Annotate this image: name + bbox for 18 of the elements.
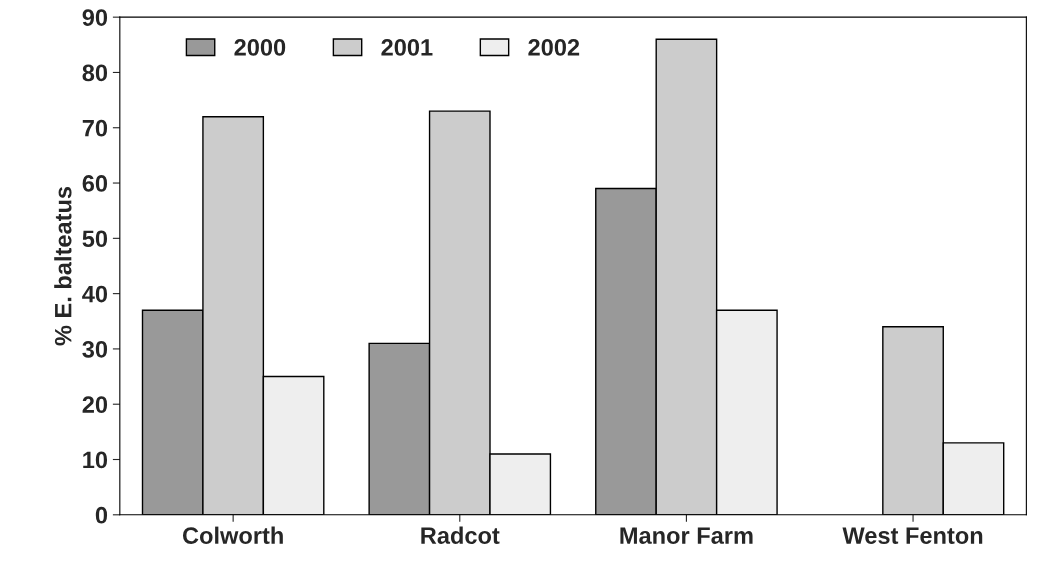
y-tick-label: 30 [82,340,108,358]
y-tick-label: 70 [82,119,108,137]
y-tick-label: 60 [82,175,108,192]
y-tick-label: 20 [82,396,108,413]
legend-label: 2000 [234,39,286,56]
x-tick-label: Radcot [421,526,500,544]
y-tick-label: 40 [82,285,108,303]
y-axis-title: % E. balteatus [54,186,72,346]
x-tick-label: West Fenton [842,527,983,544]
x-tick-label: Colworth [182,526,283,544]
y-tick-label: 10 [83,451,108,469]
legend-label: 2002 [528,39,580,56]
y-tick-label: 90 [82,9,108,26]
legend-label: 2001 [381,39,433,56]
x-tick-label: Manor Farm [620,527,753,544]
y-tick-label: 80 [82,64,108,82]
y-tick-label: 50 [82,230,108,248]
y-tick-label: 0 [95,506,108,524]
